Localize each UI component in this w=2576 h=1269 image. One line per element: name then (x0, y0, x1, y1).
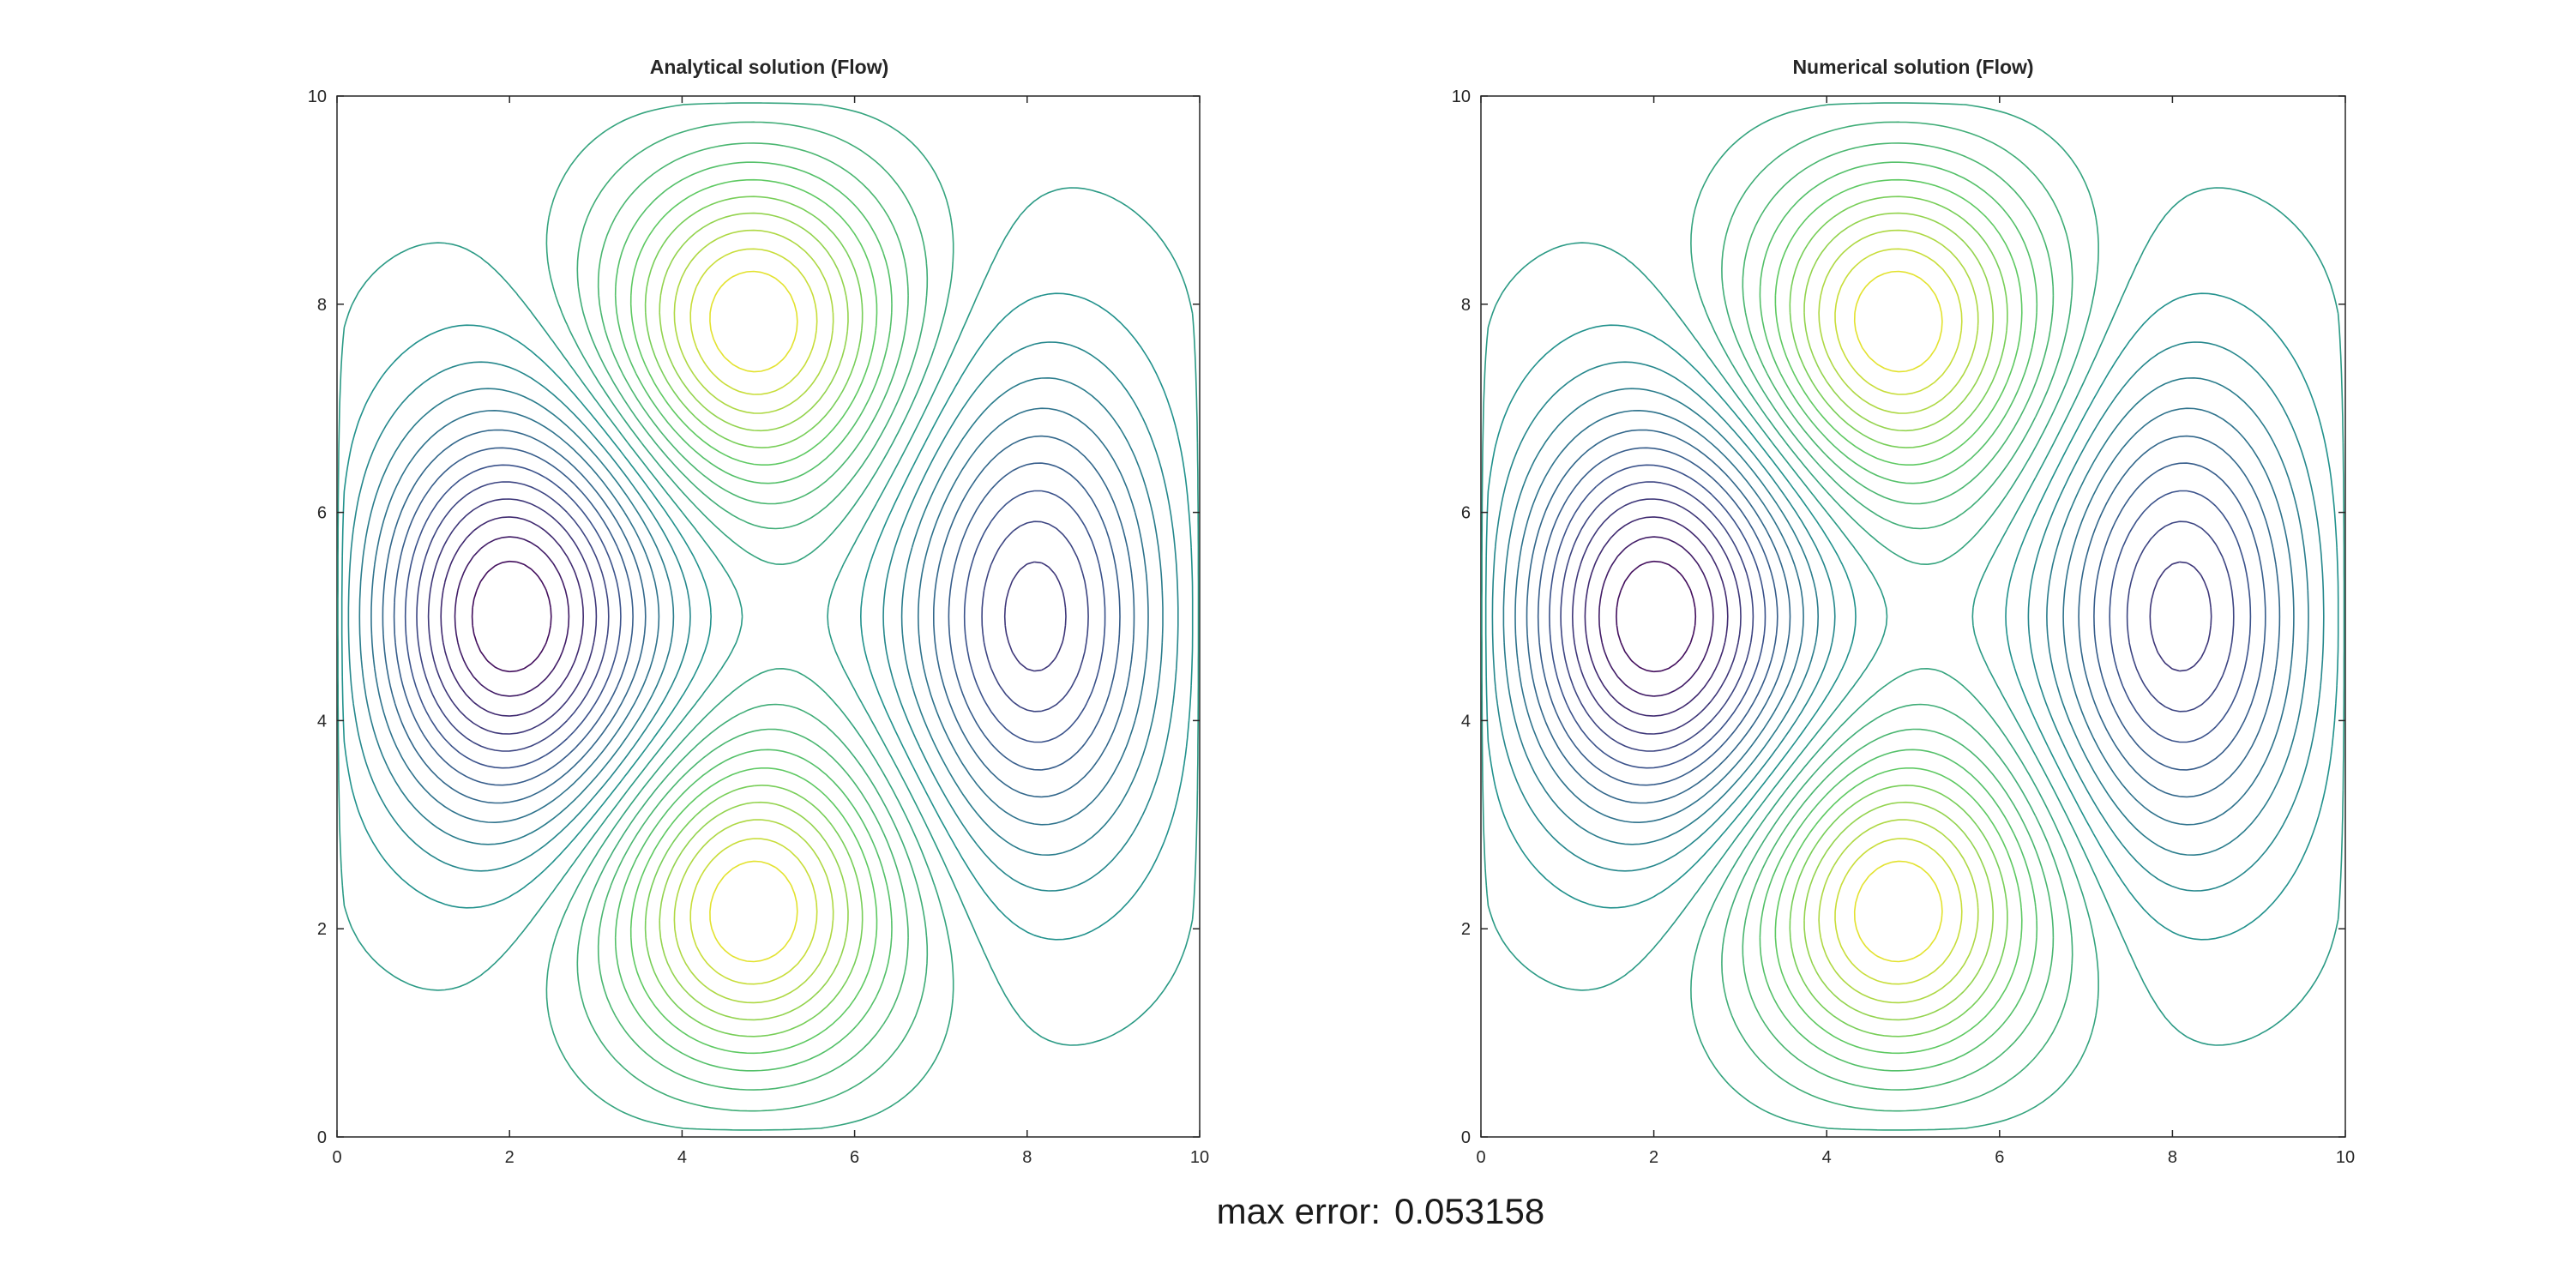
contour-line (1584, 516, 1729, 717)
x-tick-label: 2 (505, 1148, 515, 1167)
y-tick-label: 6 (317, 504, 327, 523)
contour-line (1789, 195, 2008, 1037)
contour-line (1481, 187, 2345, 1046)
contour-line (454, 536, 570, 697)
contour-line (1818, 229, 1979, 1004)
x-tick-label: 10 (1190, 1148, 1209, 1167)
contour-line (614, 161, 893, 1072)
y-tick-label: 0 (1461, 1128, 1471, 1147)
contour-line (1526, 429, 2281, 804)
contour-line (370, 407, 1149, 826)
contour-line (1514, 407, 2295, 826)
contour-lines (1481, 102, 2345, 1131)
y-tick-label: 2 (317, 920, 327, 939)
contour-line (1537, 447, 2266, 786)
contour-line (1834, 248, 1963, 985)
y-tick-label: 4 (1461, 712, 1471, 731)
x-tick-label: 8 (2168, 1148, 2177, 1167)
contour-line (347, 341, 1179, 892)
contour-line (629, 178, 878, 1055)
axis-ticks: 0 2 4 6 8 10 0 2 4 6 8 10 (308, 87, 1209, 1167)
y-tick-label: 8 (317, 296, 327, 315)
contour-line (440, 516, 584, 717)
contour-line (644, 195, 864, 1037)
x-tick-label: 2 (1649, 1148, 1658, 1167)
plot-title: Analytical solution (Flow) (650, 56, 889, 78)
contour-line (382, 429, 1135, 804)
contour-line (1742, 142, 2055, 1091)
y-tick-label: 10 (1452, 87, 1471, 106)
contour-line (545, 102, 954, 1131)
contour-line (1572, 498, 2212, 735)
contour-line (1690, 102, 2099, 1131)
contour-line (1502, 377, 2309, 856)
contour-line (1721, 121, 2073, 1112)
contour-line (1549, 464, 2252, 769)
contour-line (416, 481, 1089, 752)
contour-lines (337, 102, 1200, 1131)
x-tick-label: 10 (2336, 1148, 2355, 1167)
contour-line (1853, 270, 1943, 963)
x-tick-label: 4 (1822, 1148, 1832, 1167)
y-tick-label: 4 (317, 712, 327, 731)
contour-line (576, 121, 929, 1112)
x-tick-label: 4 (677, 1148, 687, 1167)
contour-line (1774, 178, 2023, 1055)
contour-line (427, 498, 1067, 735)
y-tick-label: 8 (1461, 296, 1471, 315)
y-tick-label: 6 (1461, 504, 1471, 523)
contour-line (689, 248, 818, 985)
contour-line (393, 447, 1121, 786)
contour-line (337, 187, 1200, 1046)
axis-ticks: 0 2 4 6 8 10 0 2 4 6 8 10 (1452, 87, 2355, 1167)
x-tick-label: 0 (332, 1148, 341, 1167)
x-tick-label: 8 (1022, 1148, 1032, 1167)
contour-line (597, 142, 909, 1091)
contour-line (471, 560, 552, 673)
contour-line (340, 292, 1194, 941)
y-tick-label: 2 (1461, 920, 1471, 939)
plot-title: Numerical solution (Flow) (1792, 56, 2033, 78)
contour-line (358, 377, 1164, 856)
contour-line (1803, 212, 1994, 1021)
y-tick-label: 0 (317, 1128, 327, 1147)
max-error-label: max error: (1217, 1191, 1381, 1231)
contour-line (1598, 536, 1714, 697)
x-tick-label: 6 (850, 1148, 859, 1167)
x-tick-label: 6 (1995, 1148, 2004, 1167)
contour-line (404, 464, 1106, 769)
contour-line (1491, 341, 2325, 892)
plot-frame (336, 95, 1201, 1138)
contour-line (659, 212, 849, 1021)
y-tick-label: 10 (308, 87, 327, 106)
contour-line (1560, 481, 2235, 752)
contour-line (1616, 560, 1697, 673)
analytical-plot: Analytical solution (Flow) 0 2 4 6 8 10 0 2 4 6 8 1… (308, 56, 1209, 1167)
contour-line (1484, 292, 2339, 941)
x-tick-label: 0 (1476, 1148, 1485, 1167)
plot-frame (1480, 95, 2346, 1138)
contour-line (673, 229, 834, 1004)
max-error-value: 0.053158 (1394, 1191, 1544, 1231)
numerical-plot: Numerical solution (Flow) 0 2 4 6 8 10 0 2 4 6 8 10 (1452, 56, 2355, 1167)
contour-line (1759, 161, 2038, 1072)
contour-line (709, 270, 798, 963)
